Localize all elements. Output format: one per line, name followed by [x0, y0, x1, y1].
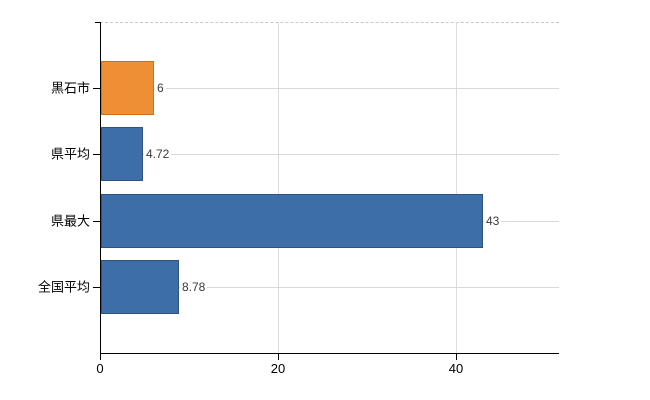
y-axis-tick	[93, 88, 100, 89]
y-axis-label: 県平均	[50, 146, 90, 162]
y-axis-end-tick	[95, 22, 100, 23]
y-axis-line	[100, 22, 101, 354]
y-gridline	[100, 287, 559, 288]
x-gridline	[455, 22, 457, 353]
bar-2	[101, 127, 143, 181]
x-axis-tick	[100, 354, 101, 360]
bar-4	[101, 260, 179, 314]
y-axis-tick	[93, 154, 100, 155]
x-axis-line	[100, 353, 559, 354]
y-axis-tick	[93, 287, 100, 288]
x-axis-tick-label: 20	[270, 361, 286, 376]
x-gridline	[277, 22, 279, 353]
bar-1	[101, 61, 154, 115]
y-axis-label: 県最大	[50, 213, 90, 229]
y-gridline	[100, 154, 559, 155]
y-gridline	[100, 88, 559, 89]
y-axis-label: 全国平均	[37, 279, 90, 295]
y-axis-label: 黒石市	[50, 80, 90, 96]
plot-top-border	[100, 22, 559, 23]
bar-value-label: 6	[155, 81, 166, 95]
x-axis-tick	[278, 354, 279, 360]
x-axis-tick-label: 0	[96, 361, 104, 376]
bar-value-label: 8.78	[180, 280, 208, 294]
y-axis-tick	[93, 221, 100, 222]
x-axis-tick	[456, 354, 457, 360]
bar-value-label: 4.72	[144, 147, 172, 161]
x-axis-tick-label: 40	[448, 361, 464, 376]
bar-value-label: 43	[484, 214, 502, 228]
bar-3	[101, 194, 483, 248]
